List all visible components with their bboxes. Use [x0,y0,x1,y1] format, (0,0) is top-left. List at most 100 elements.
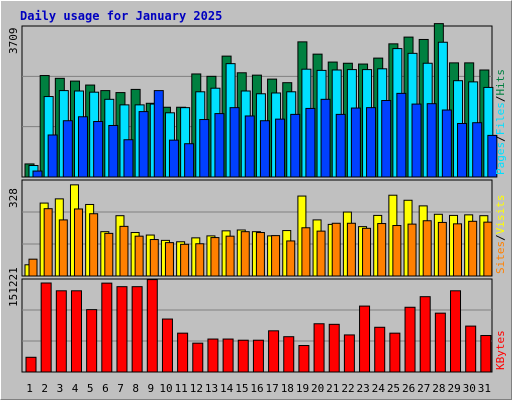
bar-kbytes-day-22 [343,334,355,373]
x-tick-label-11: 11 [175,382,188,395]
bar-pages-day-20 [320,98,331,178]
bar-pages-day-24 [381,100,392,178]
bar-sites-day-17 [271,235,281,277]
bar-sites-day-12 [195,243,205,277]
x-tick-label-27: 27 [417,382,430,395]
bar-kbytes-day-17 [268,330,280,373]
bar-kbytes-day-1 [25,356,37,373]
bar-kbytes-day-31 [480,335,492,373]
bar-kbytes-day-25 [389,332,401,373]
x-tick-label-20: 20 [311,382,324,395]
bar-kbytes-day-29 [450,290,462,373]
bar-pages-day-19 [305,107,316,178]
bar-pages-day-31 [487,134,498,178]
bar-sites-day-31 [483,221,493,277]
x-tick-label-13: 13 [205,382,218,395]
bar-sites-day-26 [407,223,417,277]
bar-sites-day-23 [362,227,372,277]
x-tick-label-26: 26 [402,382,415,395]
x-tick-label-19: 19 [296,382,309,395]
bar-pages-day-14 [229,107,240,178]
x-tick-label-2: 2 [41,382,48,395]
bar-sites-day-10 [164,242,174,277]
hits-files-pages-legend: Pages/Files/Hits [494,69,507,175]
bar-kbytes-day-30 [465,325,477,373]
bar-sites-day-14 [225,235,235,277]
x-tick-label-5: 5 [87,382,94,395]
x-tick-label-18: 18 [281,382,294,395]
bar-kbytes-day-7 [116,286,128,373]
x-tick-label-16: 16 [250,382,263,395]
bar-pages-day-10 [168,139,179,178]
bar-sites-day-16 [255,232,265,277]
bar-kbytes-day-6 [101,282,113,373]
bar-kbytes-day-15 [237,339,249,373]
x-tick-label-9: 9 [148,382,155,395]
bar-pages-day-18 [290,113,301,178]
bar-kbytes-day-11 [177,332,189,373]
bar-sites-day-1 [28,258,38,277]
x-tick-label-30: 30 [463,382,476,395]
bar-sites-day-29 [453,223,463,277]
bar-sites-day-19 [301,227,311,277]
kbytes-ymax-label: 151221 [7,267,20,307]
x-tick-label-28: 28 [432,382,445,395]
bar-sites-day-30 [468,220,478,277]
bar-kbytes-day-13 [207,338,219,373]
bar-kbytes-day-27 [419,296,431,373]
bar-kbytes-day-16 [252,339,264,373]
bar-kbytes-day-21 [328,323,340,373]
visits-sites-ymax-label: 328 [7,188,20,208]
bar-pages-day-30 [472,122,483,178]
x-tick-label-15: 15 [235,382,248,395]
x-tick-label-3: 3 [57,382,64,395]
bar-kbytes-day-5 [86,309,98,373]
bar-kbytes-day-24 [374,326,386,373]
bar-kbytes-day-2 [40,282,52,373]
bar-sites-day-7 [119,225,129,277]
bar-kbytes-day-19 [298,345,310,373]
bar-pages-day-23 [366,107,377,178]
bar-pages-day-26 [411,103,422,178]
x-tick-label-23: 23 [357,382,370,395]
bar-sites-day-28 [437,221,447,277]
bar-pages-day-22 [350,107,361,178]
bar-pages-day-7 [123,139,134,178]
bar-sites-day-13 [210,237,220,277]
bar-kbytes-day-26 [404,306,416,373]
x-tick-label-24: 24 [372,382,386,395]
bar-sites-day-6 [104,232,114,277]
bar-pages-day-16 [259,120,270,178]
bar-sites-day-11 [180,243,190,277]
visits-sites-legend: Sites/Visits [494,195,507,275]
x-tick-label-12: 12 [190,382,203,395]
x-tick-label-7: 7 [117,382,124,395]
x-tick-label-31: 31 [478,382,491,395]
bar-kbytes-day-23 [359,305,371,373]
bar-kbytes-day-20 [313,323,325,373]
bar-pages-day-8 [138,111,149,178]
bar-sites-day-22 [346,222,356,277]
bar-sites-day-27 [422,220,432,277]
kbytes-legend: KBytes [494,330,507,370]
bar-sites-day-9 [149,239,159,277]
chart-panels: 3709Pages/Files/Hits328Sites/Visits15122… [7,23,507,395]
bar-sites-day-4 [73,208,83,277]
bar-pages-day-13 [214,113,225,178]
bar-pages-day-9 [153,90,164,178]
bar-kbytes-day-14 [222,338,234,373]
bar-kbytes-day-8 [131,286,143,373]
bar-pages-day-12 [199,119,210,178]
bar-kbytes-day-9 [146,279,158,373]
bar-pages-day-17 [275,118,286,178]
x-tick-label-6: 6 [102,382,109,395]
bar-sites-day-5 [89,213,99,277]
bar-sites-day-25 [392,225,402,277]
x-tick-label-17: 17 [266,382,279,395]
bar-pages-day-2 [47,134,58,178]
bar-pages-day-11 [184,143,195,178]
bar-kbytes-day-18 [283,336,295,373]
x-tick-label-21: 21 [326,382,339,395]
x-tick-label-10: 10 [159,382,172,395]
